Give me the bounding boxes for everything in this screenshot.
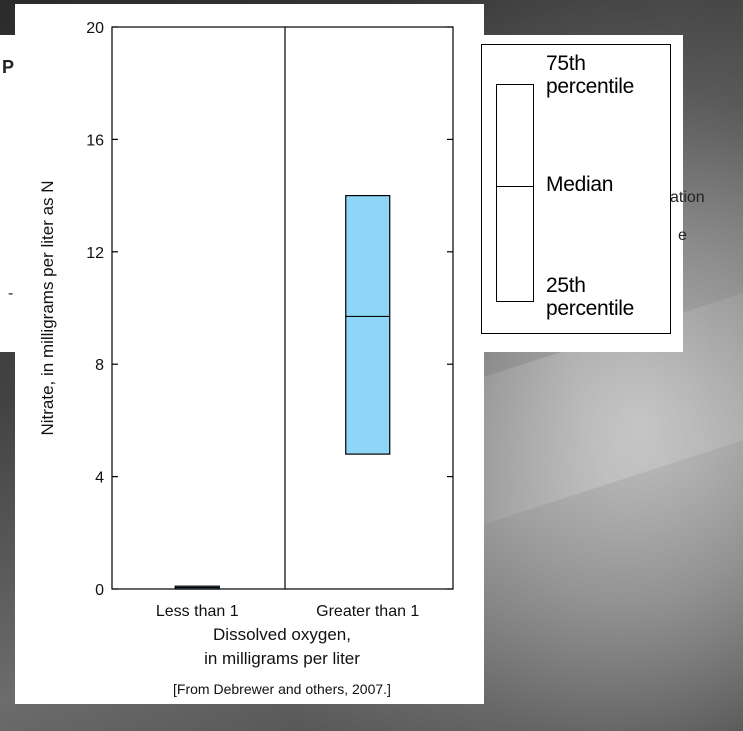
y-axis-ticks: 0 4 8 12 16 20: [86, 20, 453, 599]
y-tick-label-4: 16: [86, 132, 104, 149]
y-tick-label-0: 0: [95, 582, 104, 599]
x-axis-label-line2: in milligrams per liter: [204, 649, 360, 668]
background-text-fragment-3: -: [8, 285, 14, 302]
legend-median-label: Median: [546, 173, 614, 196]
y-tick-label-3: 12: [86, 245, 104, 262]
legend-75th-label-line2: percentile: [546, 75, 635, 98]
x-axis-tick-labels: Less than 1 Greater than 1: [156, 603, 420, 620]
y-tick-label-5: 20: [86, 20, 104, 37]
x-axis-label-line1: Dissolved oxygen,: [213, 625, 351, 644]
y-tick-label-2: 8: [95, 357, 104, 374]
source-citation: [From Debrewer and others, 2007.]: [173, 681, 391, 697]
legend-median-line: [497, 186, 533, 187]
legend-75th-label-line1: 75th: [546, 52, 586, 75]
background-text-fragment-1: ation: [670, 189, 705, 206]
legend: 75th percentile Median 25th percentile: [481, 44, 671, 334]
y-axis-label: Nitrate, in milligrams per liter as N: [38, 180, 57, 435]
x-tick-label-0: Less than 1: [156, 603, 239, 620]
background-text-fragment-2: e: [678, 227, 687, 244]
box-plot-chart: 0 4 8 12 16 20 Less than 1 Greater than 1 Nitr…: [38, 20, 454, 697]
x-tick-label-1: Greater than 1: [316, 603, 419, 620]
chart-panel: 0 4 8 12 16 20 Less than 1 Greater than 1 Nitr…: [15, 4, 484, 704]
legend-25th-label-line2: percentile: [546, 297, 635, 320]
plot-frame: [111, 26, 454, 590]
legend-25th-label-line1: 25th: [546, 274, 586, 297]
y-tick-label-1: 4: [95, 470, 104, 487]
legend-box-symbol: [496, 84, 534, 302]
box-1: [345, 195, 391, 455]
box-marks: [174, 195, 391, 590]
